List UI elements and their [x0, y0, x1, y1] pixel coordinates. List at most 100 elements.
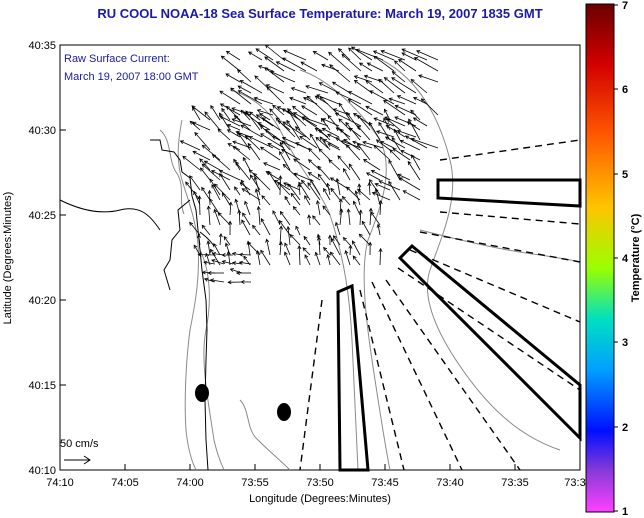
current-vector [217, 212, 231, 226]
current-vector [397, 130, 417, 138]
y-tick-label: 40:10 [28, 465, 56, 477]
current-vector [375, 188, 381, 206]
current-vector-head [277, 181, 282, 186]
current-vector [270, 71, 296, 83]
current-vector-head [363, 159, 368, 163]
current-vector [401, 48, 428, 61]
current-vector [359, 210, 362, 226]
current-vector-head [201, 144, 206, 149]
current-vector-head [221, 192, 226, 197]
current-vector-head [408, 118, 412, 123]
current-vector [387, 118, 401, 131]
current-vector-head [289, 96, 294, 101]
current-vector [397, 95, 417, 105]
current-vector [210, 105, 221, 121]
y-axis-label: Latitude (Degrees:Minutes) [2, 192, 14, 325]
current-vector-head [334, 221, 339, 227]
current-vector-head [327, 143, 332, 147]
current-vector-head [401, 48, 406, 53]
current-vector [261, 117, 281, 131]
current-vector [301, 117, 321, 131]
current-vector-head [323, 246, 328, 251]
current-vector [407, 161, 421, 181]
current-vector [358, 184, 361, 196]
current-vector-head [253, 96, 258, 101]
current-vector-head [401, 52, 406, 57]
current-vector [261, 195, 271, 206]
current-vector-head [234, 198, 239, 203]
current-vector-head [199, 167, 204, 172]
current-vector [338, 48, 351, 61]
current-vector [265, 44, 285, 61]
current-vector-head [278, 219, 283, 225]
scale-arrow [64, 455, 91, 465]
current-vector [378, 79, 395, 94]
current-vector-head [416, 50, 421, 54]
current-vector-head [348, 127, 353, 132]
current-vector [373, 117, 395, 127]
current-vector-head [179, 140, 185, 145]
current-vector-head [297, 183, 302, 188]
current-vector-head [264, 56, 269, 61]
current-vector [221, 108, 231, 121]
current-vector-head [233, 115, 238, 120]
current-vector-head [211, 184, 216, 189]
current-vector [282, 121, 307, 138]
current-vector [355, 190, 361, 206]
current-vector [272, 210, 281, 226]
current-vector [219, 115, 241, 127]
current-vector [361, 221, 371, 236]
current-vector [323, 247, 331, 256]
current-vector-head [225, 73, 230, 78]
current-vector-head [260, 146, 265, 151]
current-vector [327, 183, 331, 196]
current-vector-head [182, 155, 187, 160]
current-vector-head [193, 244, 198, 249]
current-vector-head [252, 224, 256, 229]
current-vector-head [217, 128, 222, 133]
current-vector-head [218, 169, 224, 174]
current-vector-head [392, 148, 397, 152]
current-vector [192, 151, 211, 161]
current-vector [227, 129, 241, 138]
current-vector-head [355, 48, 360, 53]
current-vector-head [201, 270, 206, 275]
current-vector-head [356, 143, 361, 148]
current-vector [345, 122, 361, 141]
current-vector-head [388, 97, 393, 102]
current-vector-head [245, 110, 250, 115]
current-vector-head [391, 77, 396, 81]
current-vector [298, 245, 301, 266]
current-vector-head [314, 251, 319, 256]
current-vector-head [295, 225, 300, 230]
current-vector-head [264, 67, 269, 72]
current-vector-head [280, 149, 286, 153]
current-vector-head [228, 201, 233, 206]
current-vector [373, 145, 391, 161]
current-vector-head [353, 75, 358, 80]
current-vector-head [412, 96, 418, 101]
plot-frame [59, 44, 581, 471]
current-vector-head [256, 109, 262, 113]
current-vector [210, 279, 225, 283]
current-vector [274, 180, 291, 191]
current-vector [318, 237, 321, 256]
current-vector-head [352, 140, 357, 145]
current-vector [343, 139, 361, 151]
current-vector [356, 49, 384, 61]
current-vector [369, 208, 372, 226]
current-vector [343, 237, 351, 246]
current-vector [209, 178, 221, 196]
current-vector-head [337, 48, 343, 53]
current-vector [200, 167, 211, 181]
current-vector-head [258, 65, 263, 69]
current-vector-head [185, 181, 190, 186]
current-vector [395, 105, 417, 116]
current-vector [284, 196, 291, 206]
current-vector-head [388, 180, 393, 186]
current-vector [281, 140, 291, 151]
current-vector-head [375, 139, 381, 144]
current-vector-head [374, 187, 379, 193]
current-vector-head [221, 253, 226, 258]
current-vector [370, 211, 381, 226]
